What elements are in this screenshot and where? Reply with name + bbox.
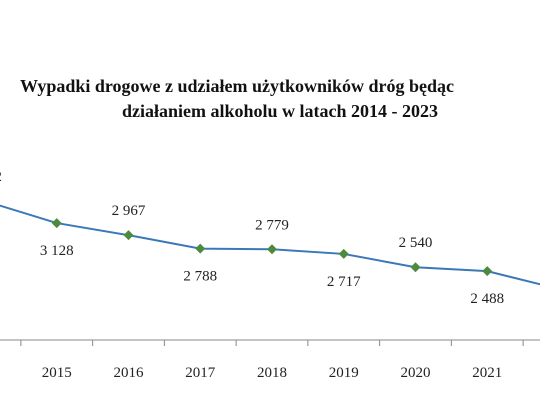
marker bbox=[51, 218, 62, 229]
line bbox=[0, 204, 540, 286]
chart-title: działaniem alkoholu w latach 2014 - 2023 bbox=[122, 101, 438, 121]
data-label: 3 128 bbox=[40, 243, 74, 259]
marker bbox=[267, 244, 277, 255]
x-tick-label: 2021 bbox=[472, 365, 502, 381]
data-label: 3 422 bbox=[0, 169, 2, 185]
x-tick-label: 2017 bbox=[185, 365, 216, 381]
x-tick-label: 2016 bbox=[114, 365, 145, 381]
x-tick-label: 2019 bbox=[329, 365, 359, 381]
marker bbox=[123, 230, 134, 241]
data-label: 2 967 bbox=[112, 203, 146, 219]
data-label: 2 779 bbox=[255, 217, 289, 233]
data-label: 2 788 bbox=[183, 269, 217, 285]
chart-title: Wypadki drogowe z udziałem użytkowników … bbox=[20, 76, 454, 96]
marker bbox=[410, 262, 421, 273]
x-tick-label: 2015 bbox=[42, 365, 72, 381]
x-tick-label: 2018 bbox=[257, 365, 287, 381]
x-tick-label: 2014 bbox=[0, 365, 1, 381]
data-label: 2 540 bbox=[399, 235, 433, 251]
data-label: 2 717 bbox=[327, 274, 361, 290]
data-label: 2 488 bbox=[470, 291, 504, 307]
marker bbox=[338, 248, 349, 259]
marker bbox=[195, 243, 206, 254]
x-tick-label: 2020 bbox=[401, 365, 431, 381]
marker bbox=[482, 266, 493, 277]
